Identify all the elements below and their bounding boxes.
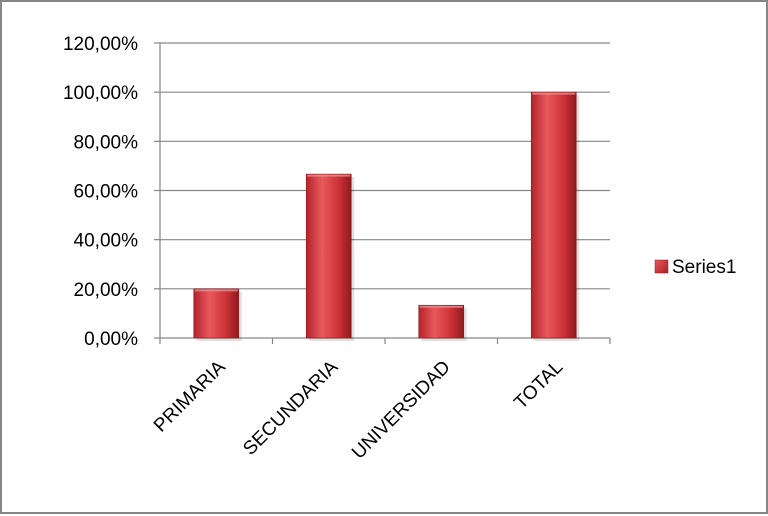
y-tick-label: 0,00% [84,329,138,350]
bar-series [193,91,580,342]
x-tick-label: SECUNDARIA [239,356,342,459]
legend-label: Series1 [672,257,736,278]
x-tick-label: PRIMARIA [150,356,230,436]
bar [418,304,465,339]
x-tick-label: UNIVERSIDAD [348,357,455,464]
x-tick-label: TOTAL [510,357,567,414]
y-tick-label: 40,00% [74,231,139,252]
bar [530,91,577,339]
y-tick-label: 80,00% [74,132,139,153]
x-axis-tick-labels: PRIMARIA SECUNDARIA UNIVERSIDAD TOTAL [150,356,567,463]
y-axis-tick-labels: 0,00% 20,00% 40,00% 60,00% 80,00% 100,00% 120,… [63,34,138,350]
y-tick-label: 100,00% [63,83,138,104]
bar [305,173,352,339]
y-tick-label: 60,00% [74,182,139,203]
y-tick-label: 120,00% [63,34,138,55]
legend-swatch [654,259,669,274]
y-tick-label: 20,00% [74,280,139,301]
legend: Series1 [654,257,736,278]
bar [193,288,240,339]
